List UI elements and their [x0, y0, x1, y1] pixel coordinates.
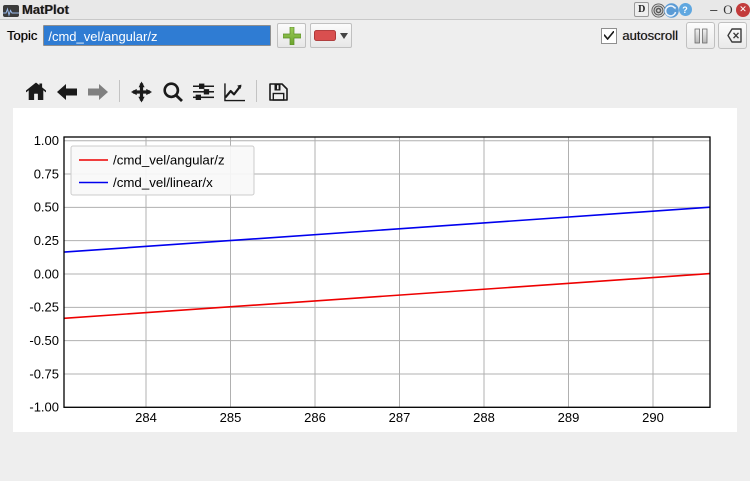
svg-text:1.00: 1.00: [34, 133, 59, 148]
svg-text:284: 284: [135, 410, 157, 425]
svg-text:-0.25: -0.25: [29, 300, 59, 315]
svg-text:0.00: 0.00: [34, 266, 59, 281]
svg-text:/cmd_vel/angular/z: /cmd_vel/angular/z: [113, 153, 225, 168]
svg-text:287: 287: [389, 410, 411, 425]
svg-text:/cmd_vel/linear/x: /cmd_vel/linear/x: [113, 175, 213, 190]
svg-text:0.50: 0.50: [34, 200, 59, 215]
svg-text:0.25: 0.25: [34, 233, 59, 248]
svg-text:0.75: 0.75: [34, 166, 59, 181]
svg-text:289: 289: [558, 410, 580, 425]
svg-text:288: 288: [473, 410, 495, 425]
svg-text:-0.50: -0.50: [29, 333, 59, 348]
svg-text:285: 285: [220, 410, 242, 425]
svg-text:286: 286: [304, 410, 326, 425]
svg-text:-0.75: -0.75: [29, 366, 59, 381]
svg-text:-1.00: -1.00: [29, 400, 59, 415]
svg-text:290: 290: [642, 410, 664, 425]
